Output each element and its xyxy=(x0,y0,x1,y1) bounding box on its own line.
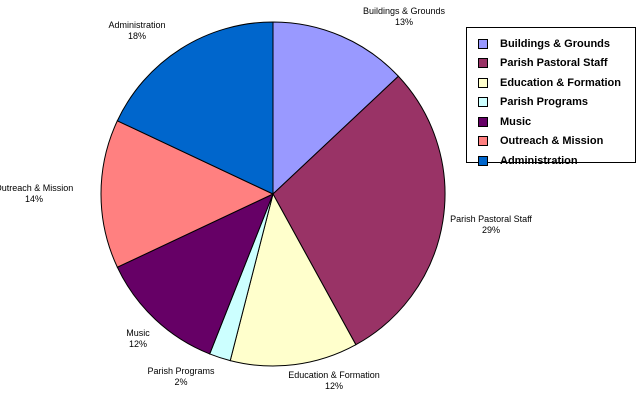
pie-slice-6 xyxy=(116,21,274,195)
slice-label-5: Outreach & Mission 14% xyxy=(0,183,73,204)
legend-item-6: Administration xyxy=(478,151,635,171)
legend-item-5: Outreach & Mission xyxy=(478,132,635,152)
slice-label-percent: 14% xyxy=(25,194,43,204)
slice-label-percent: 18% xyxy=(128,31,146,41)
legend-label: Parish Pastoral Staff xyxy=(500,57,608,70)
legend-label: Music xyxy=(500,115,532,128)
slice-label-name: Education & Formation xyxy=(288,370,380,380)
legend-label: Outreach & Mission xyxy=(500,135,604,148)
legend-swatch xyxy=(478,77,488,88)
legend-item-1: Parish Pastoral Staff xyxy=(478,54,635,74)
slice-label-percent: 13% xyxy=(395,17,413,27)
legend-label: Parish Programs xyxy=(500,96,589,109)
pie-slice-0 xyxy=(272,21,400,196)
slice-label-name: Parish Pastoral Staff xyxy=(450,214,532,224)
legend-item-4: Music xyxy=(478,112,635,132)
slice-label-percent: 12% xyxy=(325,381,343,391)
legend-item-2: Education & Formation xyxy=(478,73,635,93)
slice-label-name: Administration xyxy=(108,20,165,30)
slice-label-percent: 29% xyxy=(482,225,500,235)
legend-swatch xyxy=(478,58,488,69)
legend-label: Education & Formation xyxy=(500,76,621,89)
legend-label: Buildings & Grounds xyxy=(500,37,610,50)
legend-swatch xyxy=(478,155,488,166)
chart-legend: Buildings & Grounds Parish Pastoral Staff… xyxy=(466,27,636,167)
legend-item-3: Parish Programs xyxy=(478,93,635,113)
legend-swatch xyxy=(478,97,488,108)
slice-label-1: Parish Pastoral Staff 29% xyxy=(450,214,532,235)
slice-label-6: Administration 18% xyxy=(108,20,165,41)
slice-label-name: Music xyxy=(126,328,150,338)
pie-slice-5 xyxy=(100,120,275,268)
pie-slice-2 xyxy=(229,192,357,367)
slice-label-4: Music 12% xyxy=(126,328,150,349)
legend-swatch xyxy=(478,38,488,49)
legend-label: Administration xyxy=(500,154,578,167)
slice-label-0: Buildings & Grounds 13% xyxy=(363,6,446,27)
slice-label-3: Parish Programs 2% xyxy=(147,366,215,387)
legend-swatch xyxy=(478,136,488,147)
slice-label-percent: 12% xyxy=(129,339,147,349)
slice-label-name: Parish Programs xyxy=(147,366,215,376)
legend-swatch xyxy=(478,116,488,127)
slice-label-name: Buildings & Grounds xyxy=(363,6,446,16)
pie-slice-4 xyxy=(116,193,274,355)
slice-label-name: Outreach & Mission xyxy=(0,183,73,193)
pie-slice-1 xyxy=(272,75,446,346)
slice-label-percent: 2% xyxy=(174,377,187,387)
slice-label-2: Education & Formation 12% xyxy=(288,370,380,391)
legend-item-0: Buildings & Grounds xyxy=(478,34,635,54)
